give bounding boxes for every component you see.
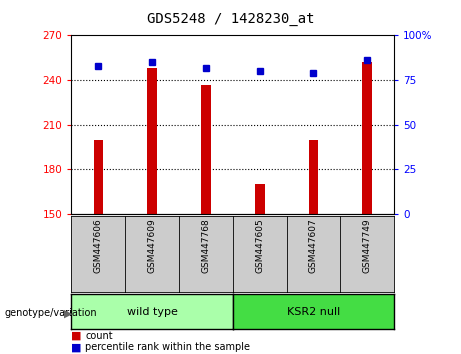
Text: ▶: ▶ xyxy=(64,308,72,318)
Text: GSM447749: GSM447749 xyxy=(363,218,372,273)
Text: GDS5248 / 1428230_at: GDS5248 / 1428230_at xyxy=(147,12,314,27)
Text: GSM447605: GSM447605 xyxy=(255,218,264,273)
Bar xyxy=(309,140,318,214)
Text: GSM447606: GSM447606 xyxy=(94,218,103,273)
Text: GSM447609: GSM447609 xyxy=(148,218,157,273)
Text: count: count xyxy=(85,331,113,341)
Text: genotype/variation: genotype/variation xyxy=(5,308,97,318)
Bar xyxy=(362,62,372,214)
Text: percentile rank within the sample: percentile rank within the sample xyxy=(85,342,250,352)
Bar xyxy=(94,140,103,214)
Text: KSR2 null: KSR2 null xyxy=(287,307,340,316)
Text: GSM447768: GSM447768 xyxy=(201,218,210,273)
Bar xyxy=(255,184,265,214)
Text: wild type: wild type xyxy=(127,307,177,316)
Text: ■: ■ xyxy=(71,331,82,341)
Text: GSM447607: GSM447607 xyxy=(309,218,318,273)
Text: ■: ■ xyxy=(71,342,82,352)
Bar xyxy=(148,68,157,214)
Bar xyxy=(201,85,211,214)
